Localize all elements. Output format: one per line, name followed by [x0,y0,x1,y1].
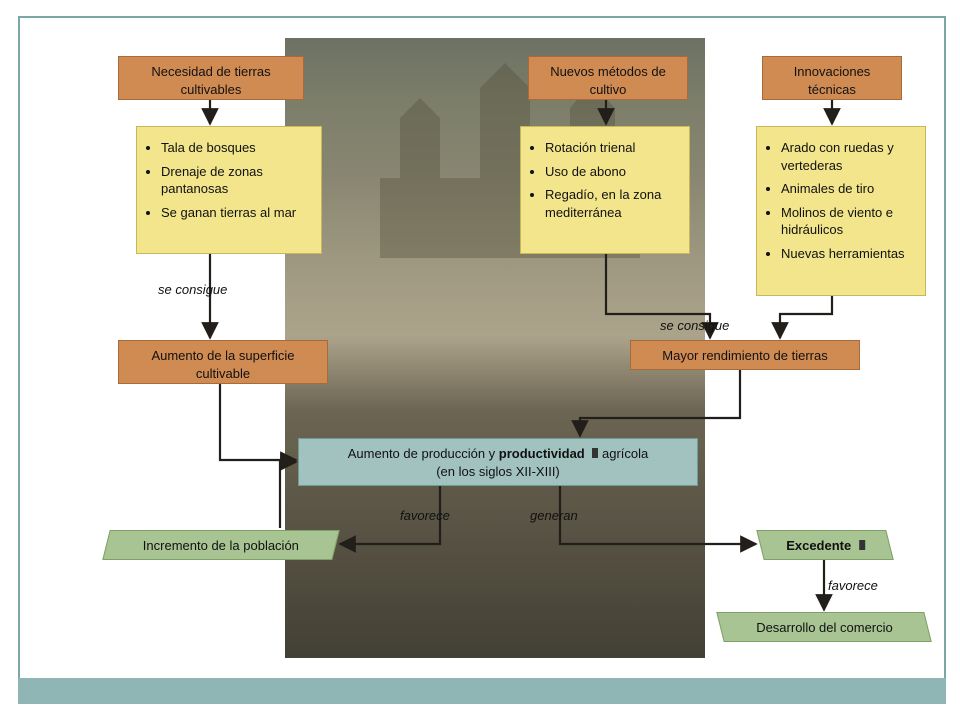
list-item: Rotación trienal [545,139,679,157]
list-item: Animales de tiro [781,180,915,198]
node-nuevos-metodos: Nuevos métodos de cultivo [528,56,688,100]
diagram-frame: Necesidad de tierras cultivables Nuevos … [18,16,946,680]
node-label: Desarrollo del comercio [756,619,893,637]
list-item: Regadío, en la zona mediterránea [545,186,679,221]
footer-bar [18,678,946,704]
list-item: Tala de bosques [161,139,311,157]
list-item: Nuevas herramientas [781,245,915,263]
node-label: Mayor rendimiento de tierras [662,348,827,363]
node-label: Nuevos métodos de cultivo [550,64,666,97]
edge-label-se-consigue-2: se consigue [660,318,729,333]
node-aumento-superficie: Aumento de la superficie cultivable [118,340,328,384]
edge-label-favorece-1: favorece [400,508,450,523]
node-desarrollo-comercio: Desarrollo del comercio [716,612,931,642]
node-necesidad-tierras: Necesidad de tierras cultivables [118,56,304,100]
node-innovaciones-tecnicas: Innovaciones técnicas [762,56,902,100]
node-list-tierras: Tala de bosques Drenaje de zonas pantano… [136,126,322,254]
node-label: Aumento de la superficie cultivable [151,348,294,381]
diagram-stage: Necesidad de tierras cultivables Nuevos … [20,18,944,678]
node-list-metodos: Rotación trienal Uso de abono Regadío, e… [520,126,690,254]
list-item: Arado con ruedas y vertederas [781,139,915,174]
list: Arado con ruedas y vertederas Animales d… [767,139,915,262]
node-list-innovaciones: Arado con ruedas y vertederas Animales d… [756,126,926,296]
list: Tala de bosques Drenaje de zonas pantano… [147,139,311,221]
node-aumento-produccion: Aumento de producción y productividad ag… [298,438,698,486]
node-label: Incremento de la población [143,537,299,555]
list-item: Se ganan tierras al mar [161,204,311,222]
edge-label-favorece-2: favorece [828,578,878,593]
edge-label-generan: generan [530,508,578,523]
list: Rotación trienal Uso de abono Regadío, e… [531,139,679,221]
node-excedente: Excedente [756,530,893,560]
node-label: Innovaciones técnicas [794,64,871,97]
node-mayor-rendimiento: Mayor rendimiento de tierras [630,340,860,370]
node-label: Necesidad de tierras cultivables [151,64,270,97]
edge-label-se-consigue-1: se consigue [158,282,227,297]
list-item: Drenaje de zonas pantanosas [161,163,311,198]
list-item: Molinos de viento e hidráulicos [781,204,915,239]
list-item: Uso de abono [545,163,679,181]
node-incremento-poblacion: Incremento de la población [102,530,339,560]
